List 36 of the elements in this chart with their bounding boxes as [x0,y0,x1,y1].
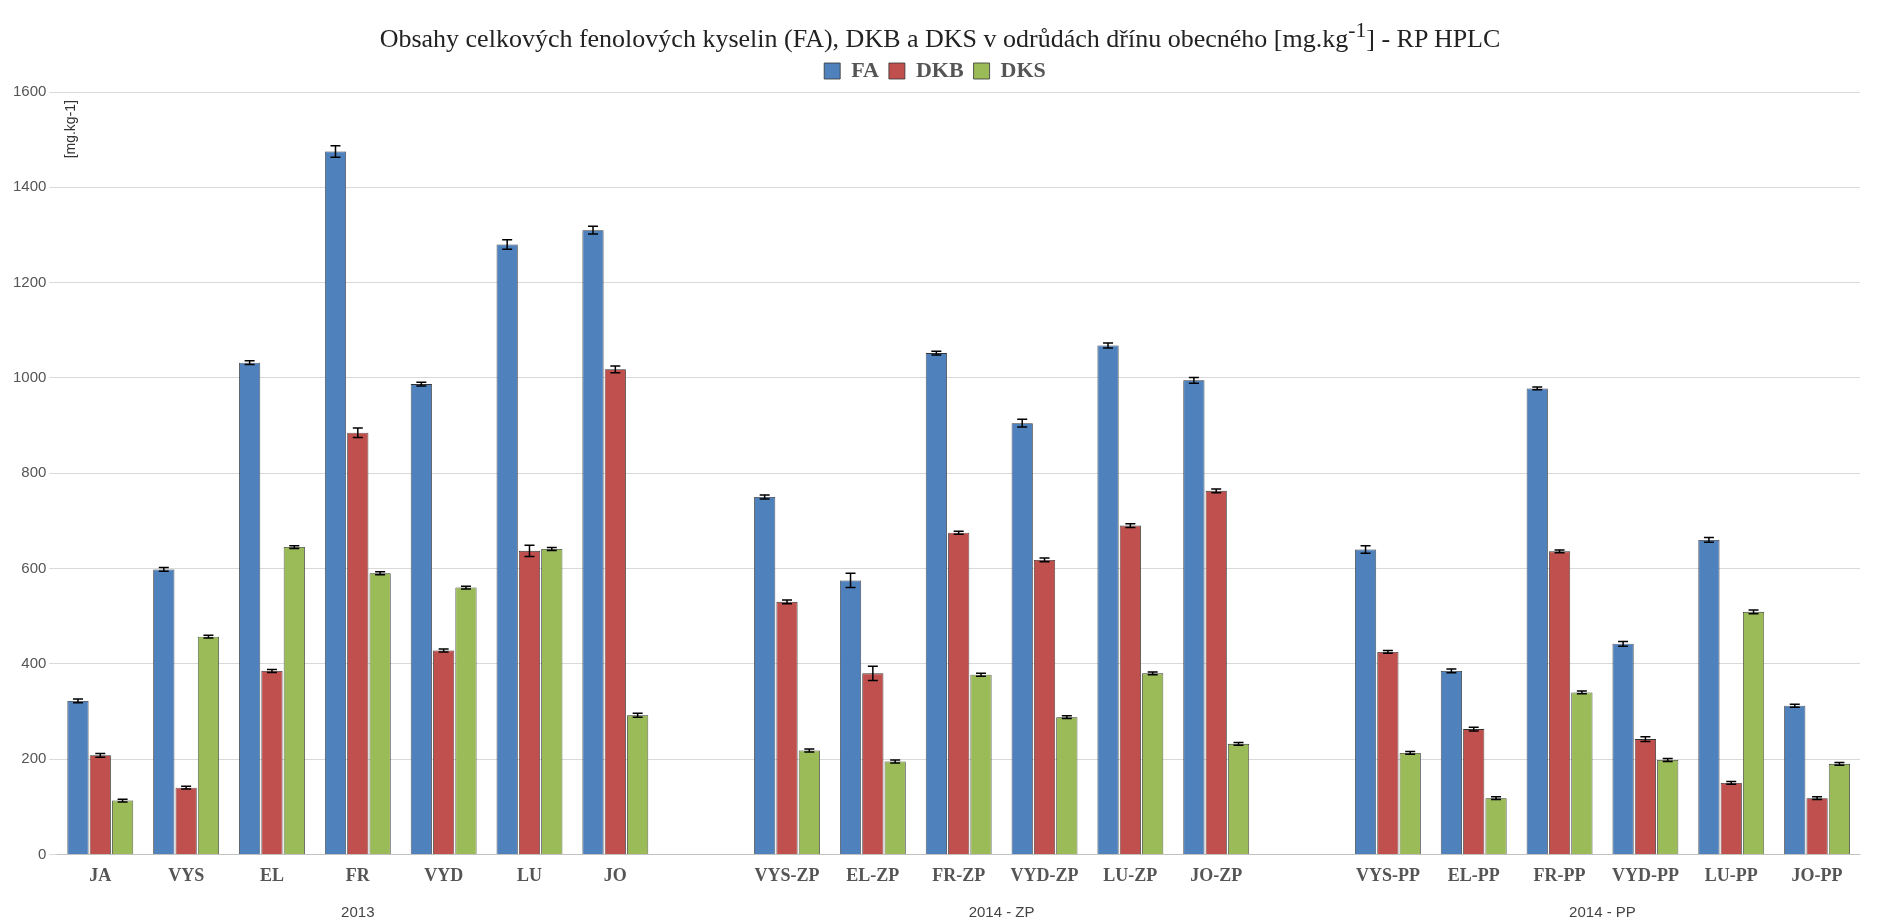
x-tick-label: JO-ZP [1190,864,1243,885]
x-tick-label: FR [345,864,371,885]
y-tick-label: 1000 [12,368,47,386]
y-tick-label: 1400 [12,177,47,195]
x-tick-label: VYD-ZP [1010,864,1079,885]
y-tick-label: 400 [21,653,47,671]
x-tick-label: FR-PP [1533,864,1586,885]
x-tick-label: JO [603,864,627,885]
text: 2014 - PP [1569,902,1636,920]
x-tick-label: VYS-PP [1355,864,1420,885]
y-axis-title: [mg.kg-1] [62,100,79,159]
x-tick-label: JO-PP [1791,864,1843,885]
x-tick-label: VYD [424,864,464,885]
x-tick-label: LU-ZP [1103,864,1158,885]
legend-label: FA [851,56,879,82]
x-tick-label: EL-PP [1447,864,1500,885]
y-tick-label: 1200 [12,272,47,290]
x-tick-label: EL-ZP [846,864,900,885]
legend-label: DKB [915,56,964,82]
y-tick-label: 0 [38,844,47,862]
y-tick-label: 200 [21,749,47,767]
legend-label: DKS [1000,56,1046,82]
text: 2013 [341,902,375,920]
x-tick-label: LU [516,864,542,885]
text: 2014 - ZP [968,902,1035,920]
x-tick-label: VYS [168,864,205,885]
x-tick-label: VYS-ZP [754,864,820,885]
x-tick-label: VYD-PP [1611,864,1679,885]
x-tick-label: JA [89,864,112,885]
y-tick-label: 800 [21,463,47,481]
x-tick-label: EL [259,864,284,885]
x-tick-label: FR-ZP [932,864,986,885]
y-tick-label: 600 [21,558,47,576]
y-tick-label: 1600 [12,82,47,100]
x-tick-label: LU-PP [1704,864,1758,885]
chart-title: Obsahy celkových fenolových kyselin (FA), DKB a DKS v odrůdách dřínu obecného [mg.kg$^{-1}$] - RP HPLC [378,18,1502,54]
